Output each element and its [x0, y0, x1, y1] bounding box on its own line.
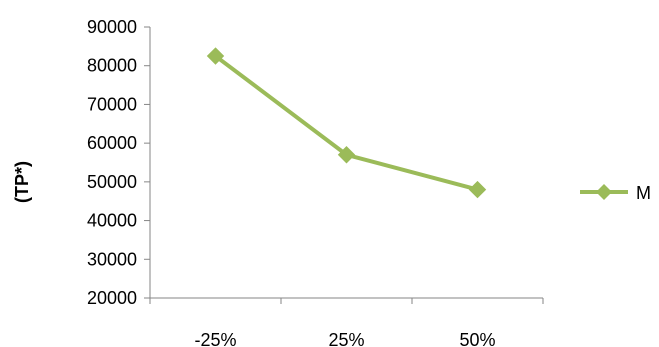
y-tick-label: 80000 — [87, 56, 137, 76]
y-tick-label: 40000 — [87, 211, 137, 231]
y-tick-label: 30000 — [87, 249, 137, 269]
y-axis: 20000 30000 40000 50000 60000 70000 80000 90000 — [87, 17, 151, 308]
y-tick-label: 50000 — [87, 172, 137, 192]
y-tick-label: 70000 — [87, 94, 137, 114]
y-tick-label: 20000 — [87, 288, 137, 308]
data-point — [468, 180, 487, 199]
y-axis-title: (TP*) — [12, 161, 32, 203]
y-tick-label: 90000 — [87, 17, 137, 37]
x-axis: -25% 25% 50% — [149, 297, 544, 347]
legend-label: M — [636, 183, 651, 203]
legend-marker — [596, 184, 612, 200]
series-layer — [206, 47, 487, 199]
y-tick-label: 60000 — [87, 133, 137, 153]
x-tick-label: -25% — [194, 330, 236, 347]
x-tick-label: 50% — [459, 330, 495, 347]
data-point — [206, 47, 225, 65]
legend: M — [580, 183, 651, 203]
data-point — [337, 146, 356, 164]
series-line-M — [213, 54, 480, 192]
x-tick-label: 25% — [328, 330, 364, 347]
